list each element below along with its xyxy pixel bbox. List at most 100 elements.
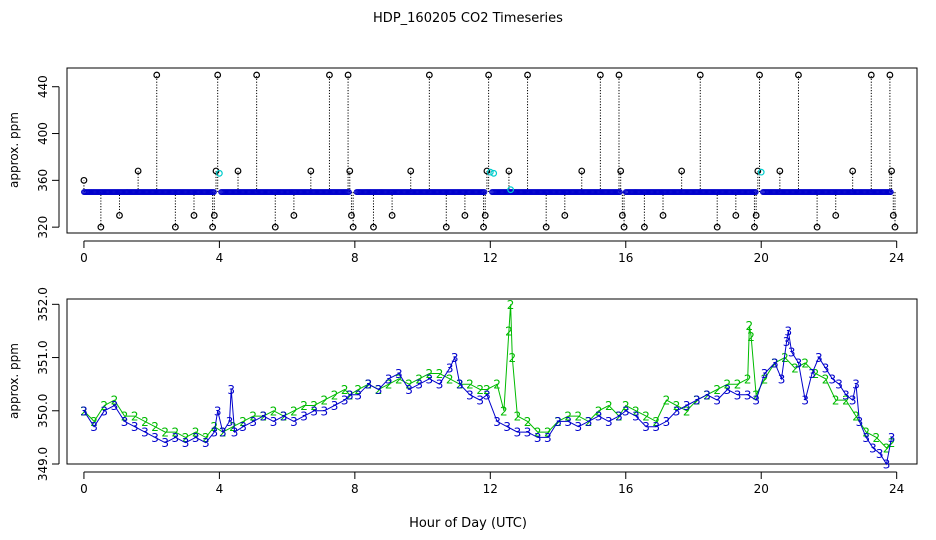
- series-3-point: 3: [862, 431, 870, 445]
- series-3-point: 3: [231, 426, 239, 440]
- spike-point: [326, 71, 333, 79]
- cyan-point: [490, 169, 498, 177]
- spike-point: [756, 71, 763, 79]
- series-2-point: 2: [300, 399, 308, 413]
- series-2-point: 2: [663, 394, 671, 408]
- y-tick-label: 349.0: [36, 447, 50, 481]
- spike-point: [813, 223, 821, 231]
- spike-point: [617, 167, 625, 175]
- series-3-point: 3: [849, 394, 857, 408]
- spike-point: [640, 223, 648, 231]
- x-tick-label: 20: [754, 251, 769, 265]
- x-tick-label: 0: [80, 482, 88, 496]
- series-3-point: 3: [214, 404, 222, 418]
- spike-point: [346, 167, 354, 175]
- series-3-point: 3: [815, 351, 823, 365]
- y-tick-label: 320: [36, 216, 50, 239]
- series-2-point: 2: [534, 426, 542, 440]
- series-2-point: 2: [744, 372, 752, 386]
- series-3-point: 3: [321, 404, 329, 418]
- x-tick-label: 12: [483, 251, 498, 265]
- cyan-point: [215, 169, 223, 177]
- series-2-point: 2: [172, 426, 180, 440]
- series-2-point: 2: [161, 426, 169, 440]
- series-2-point: 2: [395, 372, 403, 386]
- series-2-point: 2: [270, 404, 278, 418]
- series-2-point: 2: [888, 436, 896, 450]
- series-3-point: 3: [564, 415, 572, 429]
- series-3-point: 3: [554, 415, 562, 429]
- series-3-point: 3: [761, 367, 769, 381]
- spike-point: [849, 167, 857, 175]
- series-2-point: 2: [182, 431, 190, 445]
- y-tick-label: 360: [36, 169, 50, 192]
- series-3-point: 3: [883, 458, 891, 472]
- series-2-point: 2: [752, 388, 760, 402]
- series-2-point: 2: [493, 378, 501, 392]
- series-2-point: 2: [747, 330, 755, 344]
- top-panel: approx. ppm 0 4 8 12 16 20 24 320 360 400 440: [7, 67, 918, 265]
- series-2-point: 2: [111, 394, 119, 408]
- series-2-point: 2: [192, 426, 200, 440]
- series-3-point: 3: [280, 410, 288, 424]
- spike-point: [524, 71, 531, 79]
- spike-point: [561, 212, 569, 219]
- series-3-point: 3: [121, 415, 129, 429]
- spike-point: [485, 71, 493, 79]
- series-2-point: 2: [801, 356, 809, 370]
- series-2-point: 2: [812, 367, 820, 381]
- spike-point: [97, 223, 105, 231]
- series-3-point: 3: [869, 442, 877, 456]
- series-2-point: 2: [642, 410, 650, 424]
- series-3-point: 3: [202, 436, 210, 450]
- spike-point: [696, 71, 704, 79]
- series-2-point: 2: [564, 410, 572, 424]
- series-3-point: 3: [524, 426, 532, 440]
- bottom-ylabel: approx. ppm: [7, 343, 21, 419]
- series-2-point: 2: [121, 410, 129, 424]
- series-2-point: 2: [290, 404, 298, 418]
- series-3-point: 3: [151, 431, 159, 445]
- series-2-point: 2: [632, 404, 640, 418]
- series-3-point: 3: [801, 394, 809, 408]
- spike-point: [886, 71, 894, 79]
- series-2-point: 2: [514, 410, 522, 424]
- series-2-point: 2: [575, 410, 583, 424]
- baseline-point: [481, 189, 488, 195]
- series-2-point: 2: [761, 372, 769, 386]
- series-3-point: 3: [395, 367, 403, 381]
- series-2-point: 2: [544, 426, 552, 440]
- series-2-point: 2: [505, 324, 513, 338]
- spike-point: [480, 223, 487, 231]
- series-3-point: 3: [876, 447, 884, 461]
- y-tick-label: 350.0: [36, 394, 50, 428]
- baseline-point: [752, 189, 759, 195]
- series-3-point: 3: [693, 394, 701, 408]
- series-3-point: 3: [778, 372, 786, 386]
- series-3-point: 3: [385, 372, 393, 386]
- series-2-point: 2: [331, 388, 339, 402]
- spike-point: [832, 212, 840, 219]
- x-tick-label: 0: [80, 251, 88, 265]
- series-2-point: 2: [500, 404, 508, 418]
- series-3-point: 3: [300, 410, 308, 424]
- series-2-point: 2: [652, 415, 660, 429]
- series-2-point: 2: [734, 378, 742, 392]
- series-2-point: 2: [249, 410, 257, 424]
- baseline-point: [887, 189, 894, 195]
- cyan-point: [486, 168, 494, 176]
- spike-point: [348, 212, 355, 219]
- y-tick-label: 400: [36, 122, 50, 145]
- series-3-point: 3: [585, 415, 593, 429]
- series-3-point: 3: [788, 346, 796, 360]
- spike-point: [190, 212, 198, 219]
- spike-point: [578, 167, 586, 175]
- series-3-point: 3: [415, 378, 423, 392]
- series-3-point: 3: [426, 372, 434, 386]
- chart-title: HDP_160205 CO2 Timeseries: [373, 11, 563, 26]
- spike-point: [891, 223, 899, 231]
- series-2-point: 2: [426, 367, 434, 381]
- series-3-point: 3: [249, 415, 257, 429]
- series-3-point: 3: [595, 410, 603, 424]
- spike-point: [618, 212, 626, 219]
